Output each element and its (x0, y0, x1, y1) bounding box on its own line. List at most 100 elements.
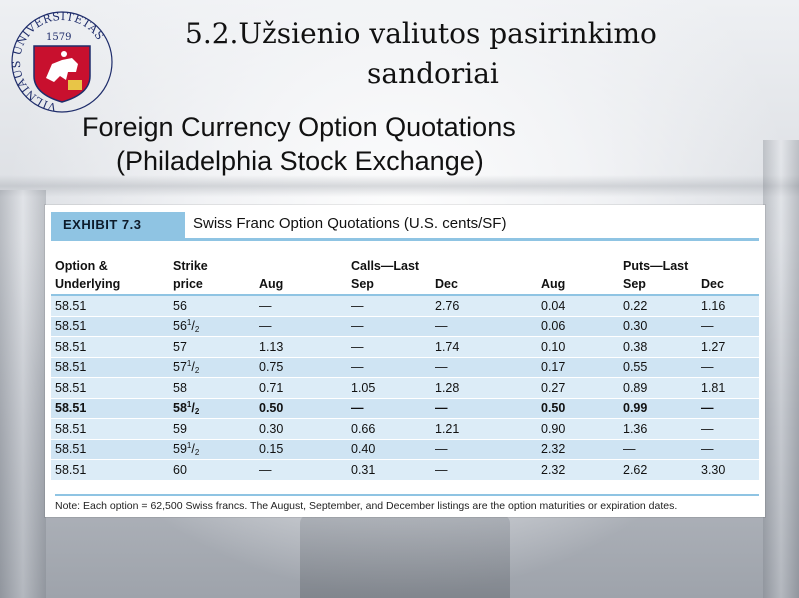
title-lt-line2: sandoriai (367, 57, 499, 90)
column-header: Sep (351, 277, 374, 291)
background-column-right (763, 140, 799, 598)
table-header-row-top: Option & Strike Calls—Last Puts—Last (51, 255, 759, 273)
call-sep-cell: 0.31 (347, 459, 431, 481)
put-sep-cell: 0.38 (619, 336, 697, 358)
column-header: Dec (701, 277, 724, 291)
exhibit-header: EXHIBIT 7.3 Swiss Franc Option Quotation… (45, 205, 765, 241)
put-sep-cell: — (619, 439, 697, 460)
table-row: 58.51 581/2 0.50— —0.50 0.99— (51, 398, 759, 419)
put-aug-cell: 2.32 (537, 439, 619, 460)
put-sep-cell: 0.30 (619, 316, 697, 337)
put-dec-cell: — (697, 439, 759, 460)
strike-price-cell: 561/2 (169, 316, 255, 337)
quotations-table: Option & Strike Calls—Last Puts—Last Und… (51, 255, 759, 481)
put-sep-cell: 0.22 (619, 295, 697, 317)
strike-price-cell: 591/2 (169, 439, 255, 460)
fraction-numerator: 1 (186, 400, 192, 410)
call-sep-cell: — (347, 357, 431, 378)
fraction-numerator: 1 (186, 359, 192, 369)
put-dec-cell: — (697, 418, 759, 440)
column-header (697, 255, 759, 273)
background-arch (300, 515, 510, 598)
strike-whole: 56 (173, 298, 187, 313)
table-row: 58.51 561/2— — —0.06 0.30— (51, 316, 759, 337)
column-header: Underlying (55, 277, 121, 291)
put-aug-cell: 0.50 (537, 398, 619, 419)
strike-whole: 56 (173, 319, 187, 334)
strike-whole: 58 (173, 380, 187, 395)
call-aug-cell: 0.50 (255, 398, 347, 419)
table-row: 58.51 58 0.71 1.05 1.28 0.27 0.89 1.81 (51, 377, 759, 399)
title-en-line2: (Philadelphia Stock Exchange) (116, 146, 484, 176)
put-sep-cell: 2.62 (619, 459, 697, 481)
put-dec-cell: — (697, 398, 759, 419)
strike-whole: 59 (173, 442, 187, 457)
strike-whole: 57 (173, 360, 187, 375)
strike-price-cell: 57 (169, 336, 255, 358)
call-aug-cell: 0.15 (255, 439, 347, 460)
column-header: Calls—Last (351, 259, 420, 273)
table-row: 58.51 56— —2.76 0.04 0.22 1.16 (51, 295, 759, 317)
table-row: 58.51 59 0.30 0.66 1.21 0.90 1.36— (51, 418, 759, 440)
table-row: 58.51 591/2 0.15 0.40—2.32— — (51, 439, 759, 460)
university-seal-icon: VILNIAUS UNIVERSITETAS 1579 (10, 10, 113, 114)
table-header-row-bottom: Underlying price Aug Sep Dec Aug Sep Dec (51, 273, 759, 295)
put-dec-cell: 1.27 (697, 336, 759, 358)
table-row: 58.51 57 1.13—1.74 0.10 0.38 1.27 (51, 336, 759, 358)
call-sep-cell: — (347, 398, 431, 419)
put-aug-cell: 0.04 (537, 295, 619, 317)
column-header (537, 255, 619, 273)
call-dec-cell: — (431, 398, 537, 419)
strike-whole: 58 (173, 401, 187, 416)
strike-price-cell: 59 (169, 418, 255, 440)
call-dec-cell: — (431, 459, 537, 481)
call-dec-cell: — (431, 357, 537, 378)
underlying-cell: 58.51 (51, 439, 169, 460)
strike-price-cell: 571/2 (169, 357, 255, 378)
put-dec-cell: — (697, 357, 759, 378)
call-sep-cell: 0.66 (347, 418, 431, 440)
column-header (431, 255, 537, 273)
university-logo: VILNIAUS UNIVERSITETAS 1579 (6, 6, 118, 122)
underlying-cell: 58.51 (51, 459, 169, 481)
column-header: Option & (55, 259, 108, 273)
underlying-cell: 58.51 (51, 418, 169, 440)
column-header: Strike (173, 259, 208, 273)
call-aug-cell: — (255, 295, 347, 317)
fraction-denominator: 2 (194, 366, 200, 376)
call-dec-cell: 2.76 (431, 295, 537, 317)
call-sep-cell: — (347, 295, 431, 317)
underlying-cell: 58.51 (51, 357, 169, 378)
underlying-cell: 58.51 (51, 398, 169, 419)
put-aug-cell: 0.90 (537, 418, 619, 440)
fraction-denominator: 2 (194, 448, 200, 458)
call-aug-cell: — (255, 459, 347, 481)
put-dec-cell: — (697, 316, 759, 337)
call-aug-cell: 0.30 (255, 418, 347, 440)
exhibit-note: Note: Each option = 62,500 Swiss francs.… (55, 494, 759, 512)
underlying-cell: 58.51 (51, 316, 169, 337)
call-sep-cell: — (347, 316, 431, 337)
exhibit-caption: Swiss Franc Option Quotations (U.S. cent… (193, 215, 507, 232)
strike-whole: 57 (173, 339, 187, 354)
call-dec-cell: 1.21 (431, 418, 537, 440)
fraction-numerator: 1 (186, 318, 192, 328)
column-header: Puts—Last (623, 259, 689, 273)
put-aug-cell: 0.27 (537, 377, 619, 399)
table-body: 58.51 56— —2.76 0.04 0.22 1.16 58.51 561/2— — —0.… (51, 295, 759, 481)
slide-title-english: Foreign Currency Option Quotations (Phil… (82, 110, 642, 178)
column-header: Aug (259, 277, 284, 291)
strike-price-cell: 58 (169, 377, 255, 399)
call-dec-cell: 1.28 (431, 377, 537, 399)
call-dec-cell: 1.74 (431, 336, 537, 358)
strike-whole: 60 (173, 462, 187, 477)
logo-year: 1579 (46, 32, 71, 43)
fraction-numerator: 1 (186, 441, 192, 451)
background-column-left (0, 190, 46, 598)
table-row: 58.51 571/2 0.75— —0.17 0.55— (51, 357, 759, 378)
title-lt-line1: 5.2.Užsienio valiutos pasirinkimo (185, 17, 657, 50)
table-row: 58.51 60—0.31—2.32 2.62 3.30 (51, 459, 759, 481)
call-sep-cell: 0.40 (347, 439, 431, 460)
fraction-denominator: 2 (194, 407, 200, 417)
call-aug-cell: 1.13 (255, 336, 347, 358)
